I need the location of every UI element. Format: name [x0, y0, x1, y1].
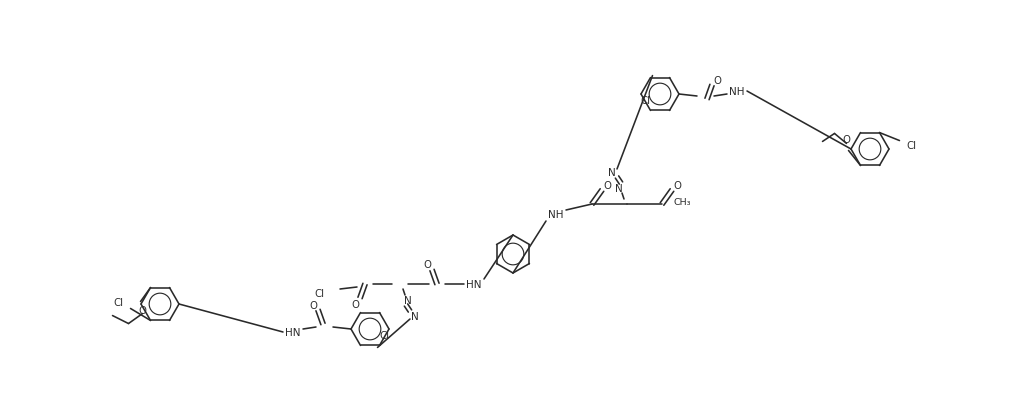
- Text: Cl: Cl: [380, 330, 390, 341]
- Text: O: O: [843, 135, 851, 145]
- Text: N: N: [404, 295, 412, 305]
- Text: Cl: Cl: [314, 288, 324, 298]
- Text: O: O: [351, 299, 359, 309]
- Text: CH₃: CH₃: [673, 198, 690, 207]
- Text: Cl: Cl: [907, 140, 917, 150]
- Text: N: N: [412, 311, 419, 321]
- Text: HN: HN: [285, 327, 300, 337]
- Text: Cl: Cl: [113, 298, 123, 308]
- Text: HN: HN: [466, 279, 482, 289]
- Text: O: O: [713, 76, 721, 86]
- Text: Cl: Cl: [640, 96, 650, 106]
- Text: NH: NH: [548, 209, 564, 220]
- Text: O: O: [139, 305, 146, 315]
- Text: N: N: [615, 184, 623, 193]
- Text: O: O: [423, 259, 431, 270]
- Text: NH: NH: [730, 87, 745, 97]
- Text: O: O: [673, 180, 681, 191]
- Text: O: O: [309, 300, 317, 310]
- Text: O: O: [603, 180, 611, 191]
- Text: N: N: [608, 168, 616, 178]
